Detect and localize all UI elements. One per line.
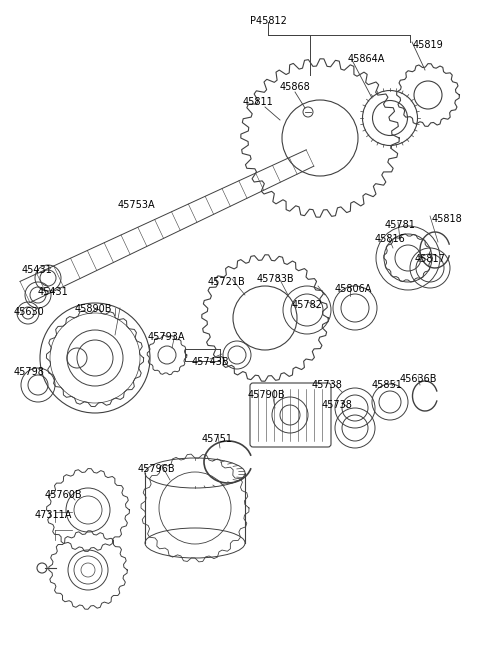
Text: 45738: 45738 [312, 380, 343, 390]
Text: 45753A: 45753A [118, 200, 156, 210]
Text: 45431: 45431 [38, 287, 69, 297]
Text: 45796B: 45796B [138, 464, 176, 474]
Text: 45817: 45817 [415, 254, 446, 264]
Text: 45819: 45819 [413, 40, 444, 50]
Text: 45783B: 45783B [257, 274, 295, 284]
Text: 45890B: 45890B [75, 304, 112, 314]
Text: 45431: 45431 [22, 265, 53, 275]
Text: 45751: 45751 [202, 434, 233, 444]
Text: 45630: 45630 [14, 307, 45, 317]
Text: 47311A: 47311A [35, 510, 72, 520]
Text: 45793A: 45793A [148, 332, 185, 342]
Text: 45851: 45851 [372, 380, 403, 390]
Text: 45816: 45816 [375, 234, 406, 244]
Text: 45781: 45781 [385, 220, 416, 230]
Text: 45806A: 45806A [335, 284, 372, 294]
Text: 45811: 45811 [243, 97, 274, 107]
Text: 45738: 45738 [322, 400, 353, 410]
Text: P45812: P45812 [250, 16, 287, 26]
Text: 45818: 45818 [432, 214, 463, 224]
Text: 45798: 45798 [14, 367, 45, 377]
Text: 45760B: 45760B [45, 490, 83, 500]
Circle shape [37, 563, 47, 573]
Text: 45864A: 45864A [348, 54, 385, 64]
Text: 45721B: 45721B [208, 277, 246, 287]
Text: 45868: 45868 [280, 82, 311, 92]
Text: 45790B: 45790B [248, 390, 286, 400]
Text: 45636B: 45636B [400, 374, 437, 384]
Text: 45743B: 45743B [192, 357, 229, 367]
Text: 45782: 45782 [292, 300, 323, 310]
